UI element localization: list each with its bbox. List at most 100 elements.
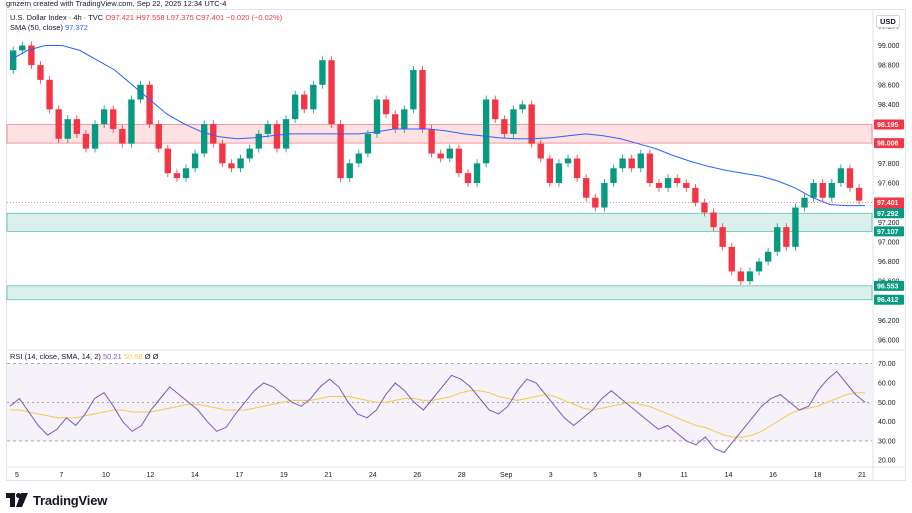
candle-body [774,227,781,252]
candle-body [737,271,745,282]
time-tick-label: 10 [102,472,110,479]
time-tick-label: Sep [500,472,513,479]
time-tick-label: 21 [324,472,332,479]
price-tick-label: 96.800 [878,259,900,266]
candle-body [328,60,335,125]
candle-body [410,70,417,110]
candle-body [510,109,517,134]
candle-body [528,104,535,144]
rsi-legend[interactable]: RSI (14, close, SMA, 14, 2) 50.21 50.68 … [10,352,158,361]
candle-body [655,183,663,188]
candle-body [246,148,253,159]
time-tick-label: 11 [680,472,687,479]
price-label-support-top: 96.553 [877,283,899,290]
price-tick-label: 98.800 [878,63,900,70]
price-labels: 98.19598.00697.40125:5597.29297.10796.55… [874,119,904,305]
candle-body [310,84,317,110]
rsi-axis: 70.00 60.00 50.00 40.00 30.00 20.00 [878,361,896,464]
candle-body [401,109,408,129]
candle-body [619,158,626,169]
candle-body [482,99,490,164]
price-label-box [874,208,904,219]
zone-support-1 [6,212,873,232]
candles [10,41,863,286]
time-tick-label: 16 [769,472,777,479]
rsi-label[interactable]: RSI (14, close, SMA, 14, 2) [10,352,101,361]
candle-body [219,143,226,164]
time-tick-label: 3 [549,472,553,479]
price-tick-label: 97.000 [878,239,900,246]
candle-body [155,124,162,149]
candle-body [846,168,854,188]
sma-value: 97.372 [65,23,88,32]
candle-body [855,187,863,201]
candle-body [392,114,399,129]
candle-body [455,148,463,174]
candle-body [610,168,617,183]
candle-body [701,202,708,213]
rsi-pane [7,363,872,454]
candle-body [728,246,735,272]
price-tick-label: 98.600 [878,82,900,89]
candle-body [346,163,353,179]
candle-body [28,45,35,66]
candle-body [837,168,845,183]
candle-body [164,148,171,174]
sma-label[interactable]: SMA (50, close) [10,23,63,32]
footer: TradingView [6,490,107,510]
symbol-legend[interactable]: U.S. Dollar Index · 4h · TVC O97.421 H97… [10,13,282,22]
chart-frame[interactable] [6,9,906,481]
rsi-tick-label: 40.00 [878,419,896,426]
candle-body [573,158,581,179]
candle-body [719,227,726,247]
candle-body [128,99,135,144]
currency-label[interactable]: USD [876,15,900,28]
candle-body [692,187,699,203]
candle-body [273,124,281,149]
rsi-extra: Ø Ø [144,352,159,361]
candle-body [664,178,672,188]
candle-body [446,148,453,159]
price-label-support-bottom: 97.107 [877,229,899,236]
candle-body [337,124,344,179]
price-label-resistance-top: 98.195 [877,122,899,129]
candle-body [373,99,381,134]
time-tick-label: 17 [235,472,243,479]
candle-body [19,45,26,51]
header-text: gmzern created with TradingView.com, Sep… [6,0,227,8]
time-tick-label: 21 [858,472,866,479]
price-label-box [874,197,904,208]
price-label-box [874,294,904,305]
candle-body [100,109,108,125]
symbol-name[interactable]: U.S. Dollar Index · 4h · TVC [10,13,104,22]
candle-body [428,128,435,154]
price-zones [6,124,873,301]
candle-body [228,163,235,169]
candle-body [792,207,799,247]
time-tick-label: 5 [15,472,19,479]
candle-body [291,94,299,120]
price-tick-label: 97.200 [878,220,900,227]
candle-body [810,183,817,198]
candle-body [355,153,363,164]
candle-body [55,109,62,139]
candle-body [255,133,262,149]
time-tick-label: 14 [725,472,733,479]
candle-body [710,212,717,228]
candle-body [801,197,808,208]
candle-body [637,153,644,169]
sma-legend[interactable]: SMA (50, close) 97.372 [10,23,88,32]
time-tick-label: 9 [638,472,642,479]
rsi-tick-label: 30.00 [878,438,896,445]
candle-body [264,124,272,134]
candle-body [555,163,563,183]
candle-body [755,261,763,272]
grid [6,10,906,480]
candle-body [91,124,99,149]
candle-body [364,133,372,154]
candle-body [564,158,572,164]
time-axis: 5 7 10 12 14 17 19 21 24 26 28 Sep 3 5 9 11 14 16 18 21 [15,472,866,479]
candle-body [819,183,826,198]
candle-body [519,104,526,110]
